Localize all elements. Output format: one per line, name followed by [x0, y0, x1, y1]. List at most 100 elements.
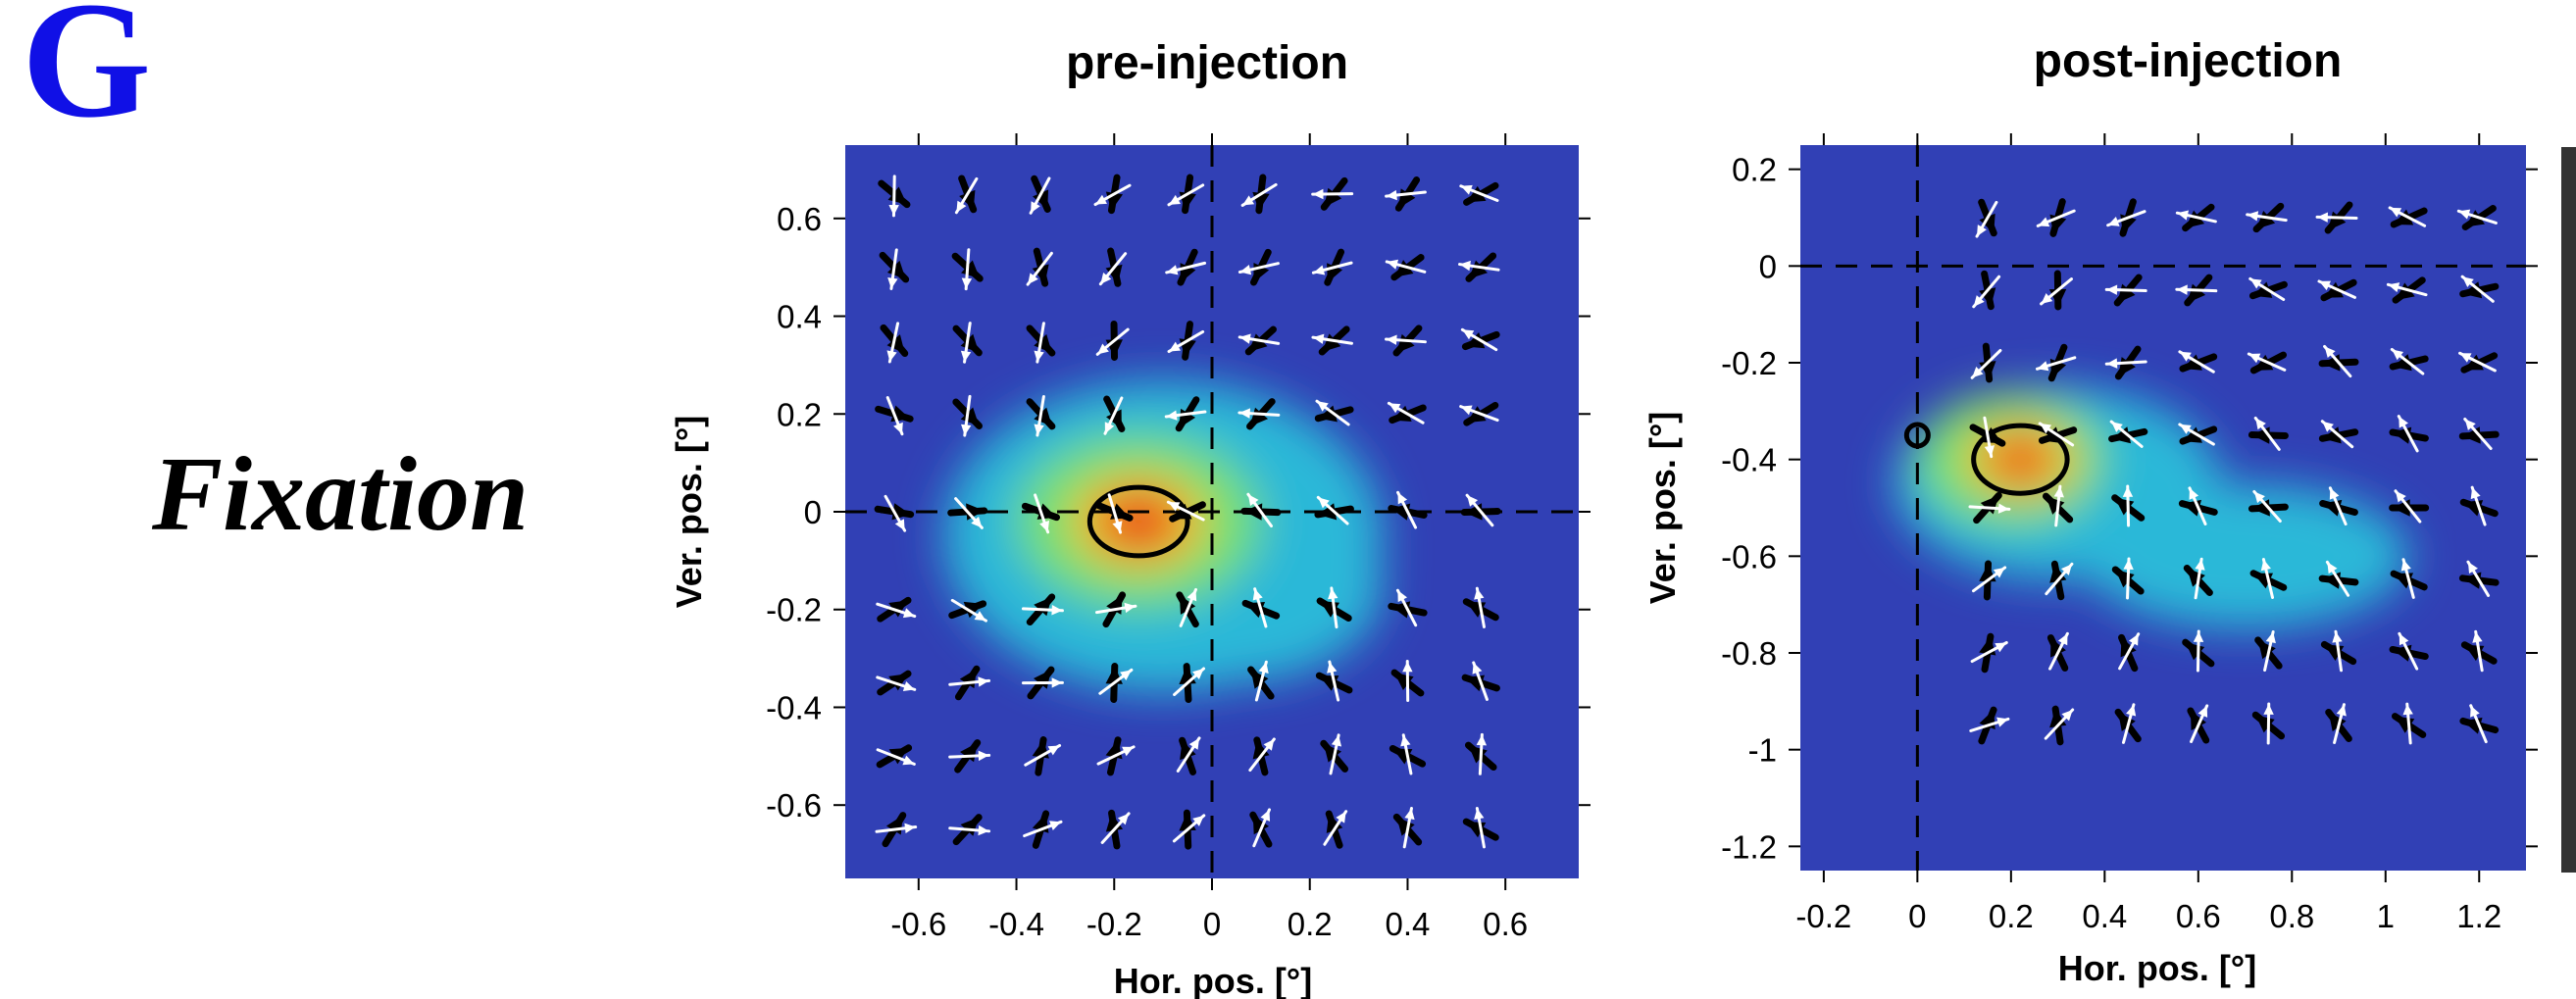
white-arrow-head	[2329, 487, 2340, 500]
x-tick-label: 0.4	[2082, 898, 2127, 934]
white-arrow-head	[902, 608, 915, 619]
x-tick-label: -0.2	[1795, 898, 1851, 934]
black-arrow-head	[2253, 354, 2274, 371]
white-arrow-head	[1460, 184, 1473, 195]
white-arrow-head	[1112, 521, 1123, 533]
x-tick-label: 0.2	[1288, 906, 1333, 942]
y-tick-label: -0.4	[1721, 442, 1777, 478]
plot-area	[845, 145, 1579, 878]
x-tick-label: 0.4	[1386, 906, 1431, 942]
black-arrow-head	[1179, 594, 1196, 615]
chart-title: post-injection	[2034, 35, 2343, 87]
y-tick-label: -0.6	[1721, 538, 1777, 574]
white-arrow-head	[1997, 503, 2009, 514]
black-arrow-head	[888, 747, 909, 765]
white-arrow-head	[2037, 361, 2049, 372]
row-label: Fixation	[151, 436, 529, 553]
post-injection-chart: post-injection Hor. pos. [°] Ver. pos. […	[1642, 35, 2538, 988]
white-arrow-head	[1051, 677, 1063, 688]
white-arrow-head	[2399, 416, 2408, 428]
panel-letter: G	[22, 0, 151, 152]
white-arrow-head	[1097, 343, 1109, 355]
white-arrow-head	[1327, 662, 1338, 674]
black-arrow-head	[960, 333, 980, 353]
white-arrow-head	[887, 277, 898, 289]
white-arrow-head	[1039, 520, 1050, 532]
black-arrow-head	[2462, 281, 2483, 299]
white-arrow-head	[2060, 564, 2072, 575]
white-arrow-head	[1258, 662, 1269, 674]
white-arrow-head	[1312, 188, 1324, 200]
black-arrow-head	[1317, 503, 1338, 521]
white-arrow-head	[2189, 487, 2199, 500]
y-tick-label: 0.2	[777, 396, 822, 432]
black-arrow-head	[2252, 281, 2273, 298]
white-arrow-head	[2255, 418, 2266, 430]
white-arrow-head	[1260, 809, 1271, 822]
white-arrow-head	[1995, 642, 2007, 653]
white-arrow-head	[1400, 734, 1411, 747]
x-axis-label: Hor. pos. [°]	[2058, 948, 2256, 988]
white-arrow-head	[978, 750, 989, 762]
white-arrow-head	[978, 676, 989, 687]
black-arrow-head	[2394, 209, 2414, 225]
black-arrow-head	[2396, 282, 2415, 301]
black-arrow-head	[886, 260, 906, 279]
y-tick-label: 0.2	[1732, 152, 1777, 188]
white-arrow-head	[1263, 738, 1275, 751]
white-arrow-head	[2392, 349, 2404, 361]
x-tick-label: 0.6	[1483, 906, 1528, 942]
black-arrow-head	[2185, 210, 2205, 228]
white-arrow-head	[1122, 746, 1135, 757]
white-arrow-head	[1459, 260, 1471, 272]
x-tick-label: 0	[1908, 898, 1926, 934]
white-arrow-head	[2318, 280, 2331, 291]
black-arrow-head	[2190, 710, 2206, 730]
black-arrow-head	[2393, 354, 2412, 372]
white-arrow-head	[902, 681, 915, 691]
white-arrow-head	[2061, 709, 2073, 722]
black-arrow-head	[2257, 639, 2276, 660]
white-arrow-head	[1238, 408, 1250, 419]
y-tick-label: -0.2	[1721, 345, 1777, 381]
y-tick-label: -0.2	[766, 592, 822, 628]
black-arrow-head	[1465, 331, 1486, 349]
black-arrow-head	[1393, 260, 1414, 277]
y-tick-label: -0.6	[766, 787, 822, 824]
white-arrow-head	[961, 277, 973, 289]
white-arrow-head	[1192, 815, 1204, 826]
white-arrow-head	[2106, 358, 2118, 369]
white-arrow-head	[1972, 367, 1984, 378]
white-arrow-head	[2041, 293, 2053, 304]
white-arrow-head	[1397, 590, 1407, 603]
white-arrow-head	[2111, 422, 2123, 432]
white-arrow-head	[2179, 351, 2192, 362]
reference-circle	[1903, 422, 1931, 449]
black-arrow-head	[2049, 709, 2067, 728]
black-arrow-head	[1034, 333, 1052, 354]
white-arrow-head	[2123, 559, 2134, 571]
black-arrow-head	[1252, 815, 1269, 835]
white-arrow-head	[2399, 633, 2409, 646]
black-arrow-head	[1323, 743, 1341, 763]
black-arrow-head	[1326, 814, 1343, 833]
white-arrow-head	[1247, 494, 1259, 507]
white-arrow-head	[1117, 813, 1130, 825]
white-arrow-head	[1191, 668, 1204, 680]
black-arrow-head	[886, 334, 905, 354]
black-arrow-head	[1391, 405, 1412, 422]
white-arrow-head	[978, 824, 989, 836]
black-arrow-head	[1033, 189, 1049, 210]
black-arrow-head	[1250, 669, 1269, 689]
white-arrow-head	[2467, 562, 2478, 574]
x-tick-label: 0	[1203, 906, 1221, 942]
white-arrow-head	[2324, 346, 2336, 358]
y-tick-label: 0.6	[777, 201, 822, 237]
white-arrow-head	[1124, 602, 1136, 614]
black-arrow-head	[2050, 637, 2066, 658]
density-layer	[942, 379, 1384, 693]
white-arrow-head	[956, 200, 967, 213]
black-arrow-head	[2111, 426, 2132, 444]
y-tick-label: 0	[804, 494, 822, 530]
black-arrow-head	[2049, 564, 2067, 583]
